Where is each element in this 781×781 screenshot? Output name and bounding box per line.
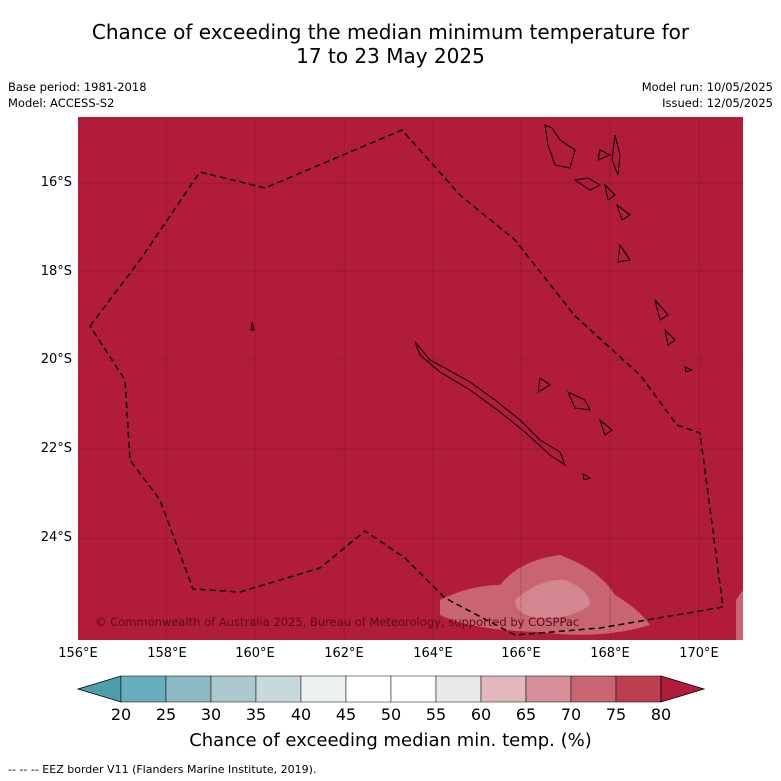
lat-label-22s: 22°S xyxy=(40,441,72,456)
issued-date: Issued: 12/05/2025 xyxy=(662,96,773,110)
lon-label-170e: 170°E xyxy=(679,646,719,661)
lon-label-166e: 166°E xyxy=(501,646,541,661)
cb-tick-80: 80 xyxy=(650,705,672,724)
meta-left: Base period: 1981-2018 Model: ACCESS-S2 xyxy=(8,79,147,111)
lat-label-16s: 16°S xyxy=(40,175,72,190)
coastlines xyxy=(250,124,694,481)
model-name: Model: ACCESS-S2 xyxy=(8,96,115,110)
colorbar-high-extend xyxy=(660,675,706,703)
colorbar-segment xyxy=(435,675,482,703)
cb-tick-70: 70 xyxy=(560,705,582,724)
cb-tick-55: 55 xyxy=(425,705,447,724)
model-run: Model run: 10/05/2025 xyxy=(641,80,773,94)
base-period: Base period: 1981-2018 xyxy=(8,80,147,94)
eez-legend: -- -- -- EEZ border V11 (Flanders Marine… xyxy=(8,763,317,776)
lat-label-20s: 20°S xyxy=(40,352,72,367)
copyright-notice: © Commonwealth of Australia 2025, Bureau… xyxy=(95,615,579,629)
lat-label-18s: 18°S xyxy=(40,264,72,279)
colorbar-title: Chance of exceeding median min. temp. (%… xyxy=(189,730,592,751)
cb-tick-30: 30 xyxy=(200,705,222,724)
eez-border xyxy=(89,129,724,636)
cb-tick-65: 65 xyxy=(515,705,537,724)
lower-probability-edge xyxy=(736,590,743,640)
colorbar-segment xyxy=(525,675,572,703)
cb-tick-20: 20 xyxy=(110,705,132,724)
cb-tick-40: 40 xyxy=(290,705,312,724)
cb-tick-50: 50 xyxy=(380,705,402,724)
lon-label-156e: 156°E xyxy=(58,646,98,661)
colorbar-segment xyxy=(480,675,527,703)
colorbar-segment xyxy=(255,675,302,703)
colorbar-segment xyxy=(345,675,392,703)
colorbar-segment xyxy=(120,675,167,703)
cb-tick-45: 45 xyxy=(335,705,357,724)
map-title-line2: 17 to 23 May 2025 xyxy=(296,44,485,68)
cb-tick-35: 35 xyxy=(245,705,267,724)
graticule xyxy=(78,117,743,640)
lon-label-162e: 162°E xyxy=(324,646,364,661)
cb-tick-60: 60 xyxy=(470,705,492,724)
colorbar-segment xyxy=(570,675,617,703)
colorbar-segment xyxy=(300,675,347,703)
map-background xyxy=(78,117,743,640)
lat-label-24s: 24°S xyxy=(40,530,72,545)
colorbar-segment xyxy=(390,675,437,703)
map-title-line1: Chance of exceeding the median minimum t… xyxy=(91,20,690,44)
cb-tick-75: 75 xyxy=(605,705,627,724)
cb-tick-25: 25 xyxy=(155,705,177,724)
lower-probability-area-core xyxy=(515,579,590,619)
colorbar-low-extend xyxy=(76,675,122,703)
meta-right: Model run: 10/05/2025 Issued: 12/05/2025 xyxy=(642,79,773,111)
lon-label-160e: 160°E xyxy=(235,646,275,661)
colorbar-segment xyxy=(210,675,257,703)
lon-label-164e: 164°E xyxy=(413,646,453,661)
colorbar-segment xyxy=(165,675,212,703)
lon-label-158e: 158°E xyxy=(147,646,187,661)
lon-label-168e: 168°E xyxy=(590,646,630,661)
colorbar-segment xyxy=(615,675,662,703)
